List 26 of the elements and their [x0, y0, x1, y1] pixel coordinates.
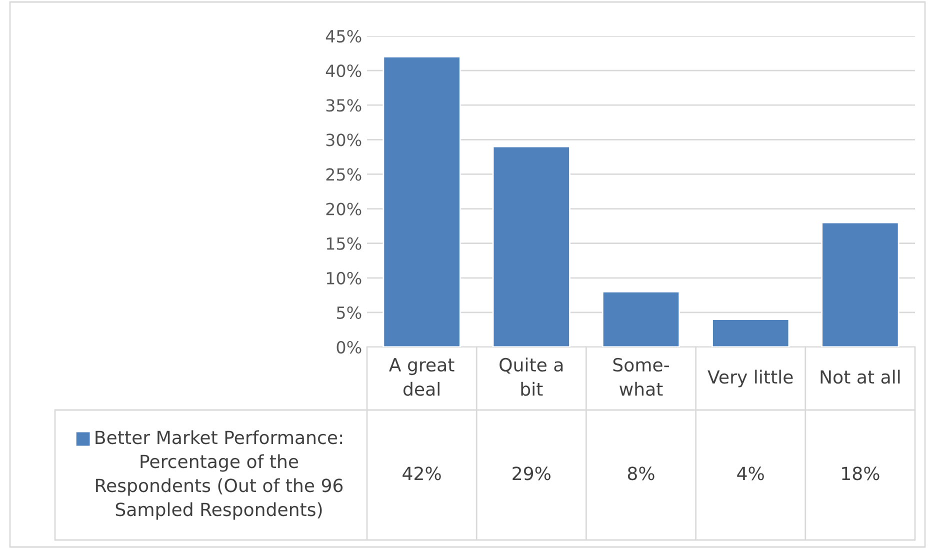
y-tick-label: 0% — [336, 340, 362, 354]
x-tick-label: A great deal — [389, 358, 454, 396]
x-tick-label: Some- what — [613, 358, 669, 396]
bar — [602, 291, 680, 347]
bar — [382, 56, 461, 347]
data-label: 4% — [737, 466, 764, 480]
data-label: 42% — [402, 466, 441, 480]
data-label: 18% — [842, 466, 880, 480]
bar — [712, 318, 790, 347]
y-tick-label: 35% — [326, 99, 362, 112]
data-label: 8% — [628, 466, 654, 480]
y-tick-label: 30% — [326, 134, 362, 146]
x-tick-label: Quite a bit — [500, 358, 563, 396]
x-tick-label: Not at all — [820, 370, 900, 384]
y-tick-label: 20% — [326, 202, 362, 216]
legend-label: Better Market Performance: Percentage of the Respondents (Out of the 96 Sampled Respondents) — [96, 430, 343, 520]
y-tick-label: 40% — [326, 64, 362, 78]
bar — [492, 146, 570, 347]
y-tick-label: 10% — [326, 272, 362, 284]
data-label: 29% — [512, 466, 550, 480]
bar — [821, 222, 900, 347]
y-tick-label: 5% — [336, 306, 362, 320]
x-tick-label: Very little — [708, 370, 793, 388]
y-tick-label: 25% — [326, 168, 362, 181]
y-tick-label: 45% — [326, 30, 362, 43]
y-tick-label: 15% — [326, 237, 362, 250]
